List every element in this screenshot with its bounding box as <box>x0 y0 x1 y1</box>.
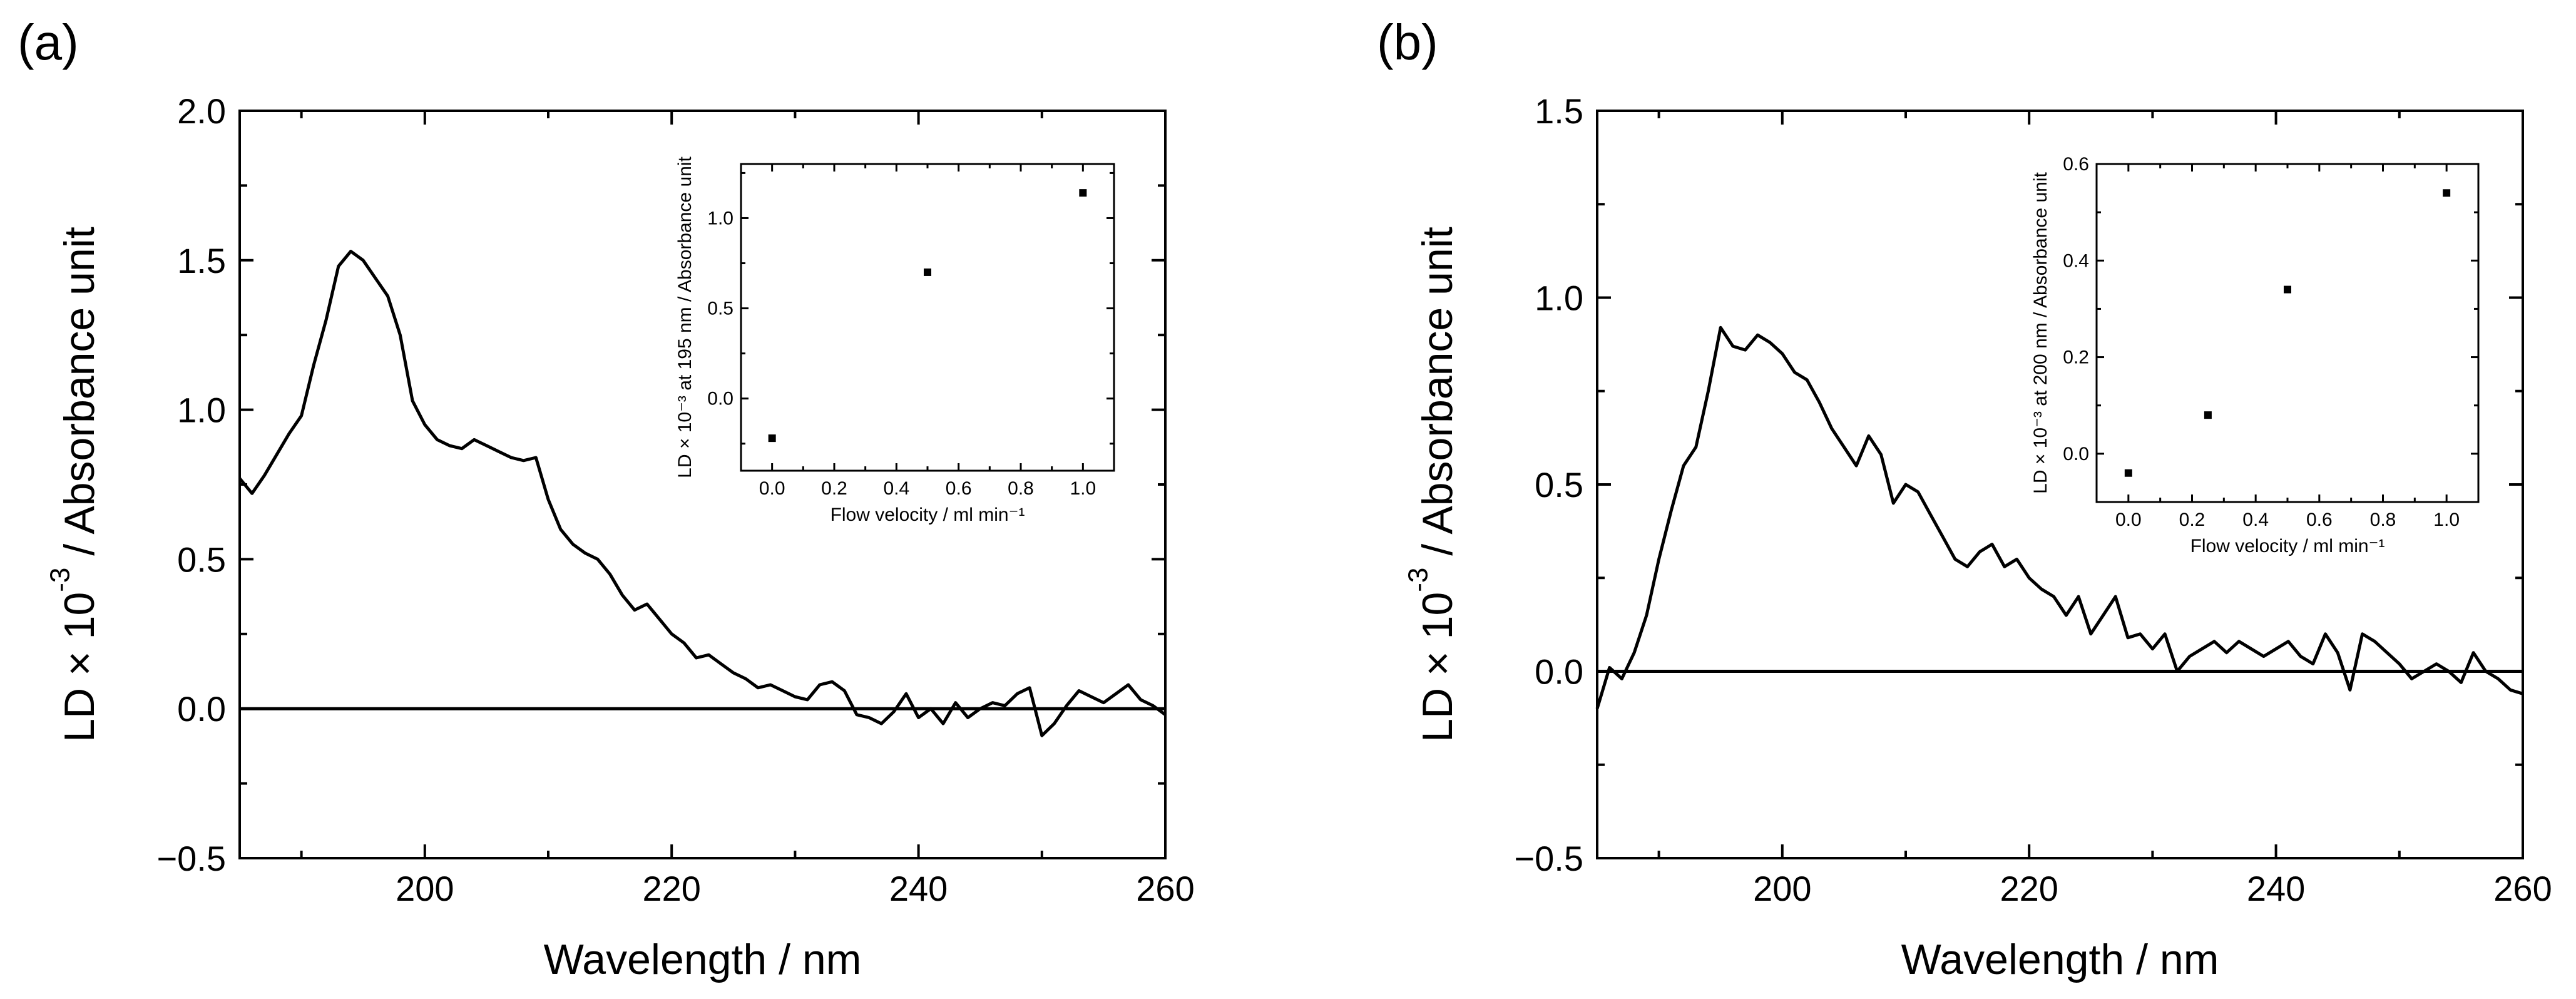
y-tick-label: 1.0 <box>177 391 226 430</box>
inset-x-tick-label: 1.0 <box>2433 510 2460 530</box>
inset-x-tick-label: 0.6 <box>2306 510 2333 530</box>
inset-x-tick-label: 1.0 <box>1070 478 1096 499</box>
inset-frame <box>740 163 1115 472</box>
inset-x-tick-label: 0.0 <box>2115 510 2142 530</box>
inset-y-tick-label: 0.2 <box>2063 347 2089 368</box>
inset-y-tick-label: 0.0 <box>2063 444 2089 464</box>
y-tick-label: 2.0 <box>177 91 226 131</box>
y-tick-label: 0.0 <box>1535 652 1583 692</box>
ld-spectrum-line <box>238 250 1167 737</box>
inset-data-point <box>1079 189 1087 197</box>
inset-x-tick-label: 0.2 <box>2179 510 2205 530</box>
y-tick-label: 0.5 <box>1535 465 1583 505</box>
inset-x-tick-label: 0.8 <box>1008 478 1034 499</box>
x-axis-title: Wavelength / nm <box>544 936 862 983</box>
inset-x-tick-label: 0.2 <box>821 478 847 499</box>
y-tick-label: 1.0 <box>1535 279 1583 318</box>
x-tick-label: 200 <box>1753 869 1811 908</box>
panel-a: (a) 200 220 240 260 −0.5 0.0 0.5 1.0 1.5 2.0 Wavel… <box>18 14 1195 983</box>
x-tick-label: 260 <box>2493 869 2552 908</box>
x-tick-label: 220 <box>642 869 700 908</box>
inset-x-axis-title: Flow velocity / ml min⁻¹ <box>831 505 1025 525</box>
inset-x-tick-label: 0.8 <box>2370 510 2396 530</box>
x-axis-title: Wavelength / nm <box>1901 936 2219 983</box>
inset-y-tick-label: 1.0 <box>707 208 733 228</box>
inset-y-tick-label: 0.4 <box>2063 250 2089 271</box>
panel-a-label: (a) <box>18 14 79 70</box>
inset-x-tick-label: 0.4 <box>883 478 909 499</box>
inset-data-point <box>2204 411 2212 419</box>
ld-spectrum-line <box>1595 325 2523 709</box>
x-tick-label: 200 <box>396 869 454 908</box>
inset-x-tick-label: 0.4 <box>2242 510 2269 530</box>
y-tick-label: 1.5 <box>177 241 226 280</box>
y-tick-label: 1.5 <box>1535 91 1583 131</box>
inset-data-point <box>768 434 776 443</box>
inset-y-tick-label: 0.0 <box>707 389 733 409</box>
panel-a-axes: 200 220 240 260 −0.5 0.0 0.5 1.0 1.5 2.0 Wavelengt… <box>44 91 1194 983</box>
x-tick-label: 220 <box>2000 869 2058 908</box>
y-tick-label: −0.5 <box>156 839 226 878</box>
inset-data-point <box>2124 469 2132 477</box>
inset-x-axis-title: Flow velocity / ml min⁻¹ <box>2190 536 2385 556</box>
inset-x-tick-label: 0.0 <box>759 478 785 499</box>
y-tick-label: −0.5 <box>1514 839 1583 878</box>
x-tick-label: 240 <box>889 869 948 908</box>
inset-y-axis-title: LD × 10⁻³ at 195 nm / Absorbance unit <box>675 156 695 478</box>
inset-frame <box>2095 163 2480 503</box>
inset-x-tick-label: 0.6 <box>946 478 972 499</box>
inset-y-tick-label: 0.6 <box>2063 154 2089 175</box>
x-tick-label: 260 <box>1136 869 1194 908</box>
panel-a-inset: 0.0 0.2 0.4 0.6 0.8 1.0 0.0 0.5 1.0 Flow velocity… <box>675 156 1115 525</box>
y-axis-title: LD × 10-3 / Absorbance unit <box>44 227 103 742</box>
y-axis-title: LD × 10-3 / Absorbance unit <box>1403 227 1461 742</box>
inset-data-point <box>2284 285 2291 294</box>
panel-b-axes: 200 220 240 260 −0.5 0.0 0.5 1.0 1.5 Wavelength /… <box>1403 91 2552 983</box>
y-tick-label: 0.0 <box>177 689 226 729</box>
y-tick-label: 0.5 <box>177 540 226 579</box>
panel-b-inset: 0.0 0.2 0.4 0.6 0.8 1.0 0.0 0.2 0.4 0.6 Flow veloc… <box>2030 154 2480 556</box>
panel-b-label: (b) <box>1377 14 1438 70</box>
inset-data-point <box>924 268 931 276</box>
x-tick-label: 240 <box>2247 869 2305 908</box>
panel-b: (b) 200 220 240 260 −0.5 0.0 0.5 1.0 1.5 Waveleng… <box>1377 14 2552 983</box>
inset-y-axis-title: LD × 10⁻³ at 200 nm / Absorbance unit <box>2030 172 2051 494</box>
inset-y-tick-label: 0.5 <box>707 299 733 319</box>
inset-data-point <box>2443 189 2451 197</box>
